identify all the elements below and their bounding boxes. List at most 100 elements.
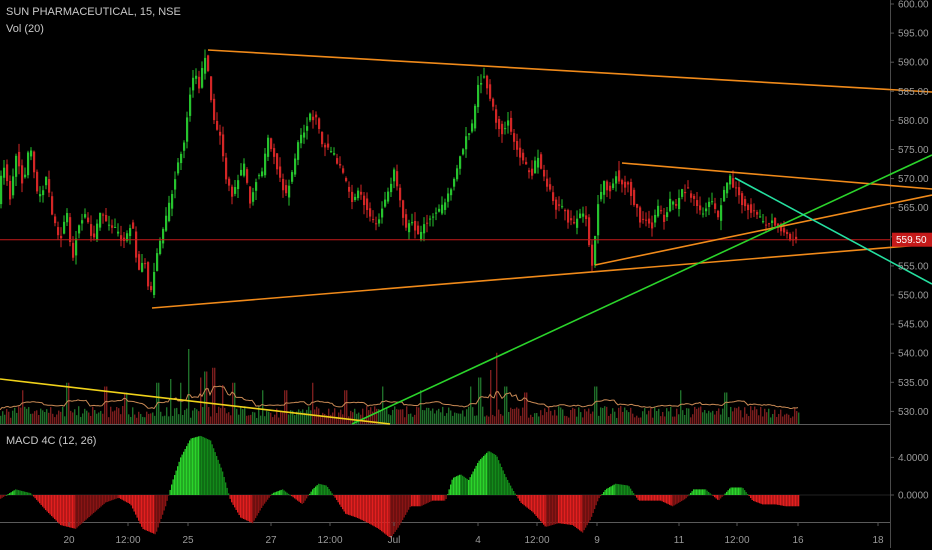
macd-bar — [601, 494, 603, 495]
candle-body — [570, 218, 573, 221]
volume-bar — [488, 416, 490, 424]
macd-bar — [9, 493, 11, 495]
candle-body — [555, 199, 558, 210]
candle-body — [558, 204, 561, 206]
macd-bar — [85, 495, 87, 520]
macd-bar — [469, 477, 471, 495]
candle-body — [498, 118, 501, 130]
axes: 600.00 595.00 590.00 585.00 580.00 575.00 570.… — [63, 0, 932, 546]
macd-bar — [69, 495, 71, 528]
green-rising-trendline — [351, 154, 932, 425]
macd-bar — [273, 492, 275, 495]
volume-bar — [780, 409, 782, 424]
price-tick-label: 555.00 — [898, 261, 929, 272]
volume-bar — [230, 415, 232, 424]
volume-bar — [754, 406, 756, 424]
macd-bar — [202, 436, 204, 495]
volume-bar — [114, 410, 116, 424]
volume-bar — [188, 349, 190, 424]
macd-bar — [652, 495, 654, 501]
volume-bar — [8, 411, 10, 424]
volume-bar — [4, 414, 6, 424]
volume-bar — [42, 410, 44, 424]
macd-bar — [585, 495, 587, 528]
volume-bar — [216, 413, 218, 424]
macd-tick-label: 0.0000 — [898, 491, 929, 502]
volume-bar — [228, 412, 230, 424]
macd-bar — [252, 495, 254, 524]
macd-bar — [505, 477, 507, 495]
volume-bar — [296, 411, 298, 424]
macd-bar — [355, 495, 357, 518]
candle-body — [42, 190, 45, 196]
macd-bar — [514, 493, 516, 495]
macd-bar — [178, 461, 180, 495]
candle-body — [252, 192, 255, 202]
macd-bar — [745, 492, 747, 495]
volume-bar — [320, 416, 322, 424]
candle-body — [171, 193, 174, 209]
macd-bar — [661, 495, 663, 502]
macd-bar — [493, 454, 495, 495]
volume-bar — [478, 377, 480, 424]
macd-bar — [82, 495, 84, 523]
macd-bar — [621, 484, 623, 495]
macd-bar — [532, 495, 534, 513]
volume-bar — [782, 416, 784, 424]
macd-bar — [420, 495, 422, 507]
candle-body — [204, 57, 207, 74]
trendlines[interactable] — [0, 49, 932, 425]
time-tick-label: 18 — [872, 535, 884, 546]
candle-body — [552, 192, 555, 202]
volume-bar — [336, 416, 338, 424]
candle-body — [78, 225, 81, 234]
macd-bar — [735, 487, 737, 495]
candle-body — [297, 142, 300, 160]
candle-body — [291, 172, 294, 182]
macd-bar — [676, 495, 678, 504]
macd-bar — [79, 495, 81, 525]
volume-bar — [350, 410, 352, 424]
volume-bar — [714, 414, 716, 424]
macd-bar — [432, 495, 434, 501]
macd-bar — [771, 495, 773, 505]
volume-bar — [468, 406, 470, 424]
volume-bar — [214, 367, 216, 424]
macd-bar — [741, 487, 743, 495]
macd-bar — [754, 495, 756, 502]
volume-bar — [292, 410, 294, 424]
volume-bar — [582, 417, 584, 424]
time-tick-label: 20 — [63, 535, 75, 546]
macd-bar — [99, 495, 101, 508]
macd-bar — [478, 460, 480, 495]
volume-bar — [266, 410, 268, 424]
candle-body — [249, 186, 252, 204]
macd-bar — [147, 495, 149, 532]
volume-bar — [94, 410, 96, 424]
volume-bar — [164, 415, 166, 424]
volume-bar — [278, 417, 280, 424]
candle-body — [417, 225, 420, 235]
candle-body — [18, 151, 21, 167]
macd-bar — [673, 495, 675, 506]
macd-bar — [36, 495, 38, 500]
macd-bar — [537, 495, 539, 518]
macd-bar — [408, 495, 410, 510]
volume-bar — [410, 413, 412, 424]
macd-bar — [468, 479, 470, 495]
macd-bar — [706, 490, 708, 495]
volume-bar — [224, 407, 226, 424]
volume-bar — [482, 406, 484, 424]
macd-bar — [600, 495, 602, 497]
candle-body — [786, 231, 789, 235]
macd-bar — [318, 483, 320, 495]
volume-bar — [496, 352, 498, 424]
volume-bar — [264, 416, 266, 424]
volume-bar — [738, 406, 740, 424]
volume-bar — [66, 382, 68, 424]
macd-bar — [289, 495, 291, 496]
candle-body — [9, 180, 12, 200]
volume-bar — [40, 408, 42, 424]
macd-bar — [519, 495, 521, 501]
